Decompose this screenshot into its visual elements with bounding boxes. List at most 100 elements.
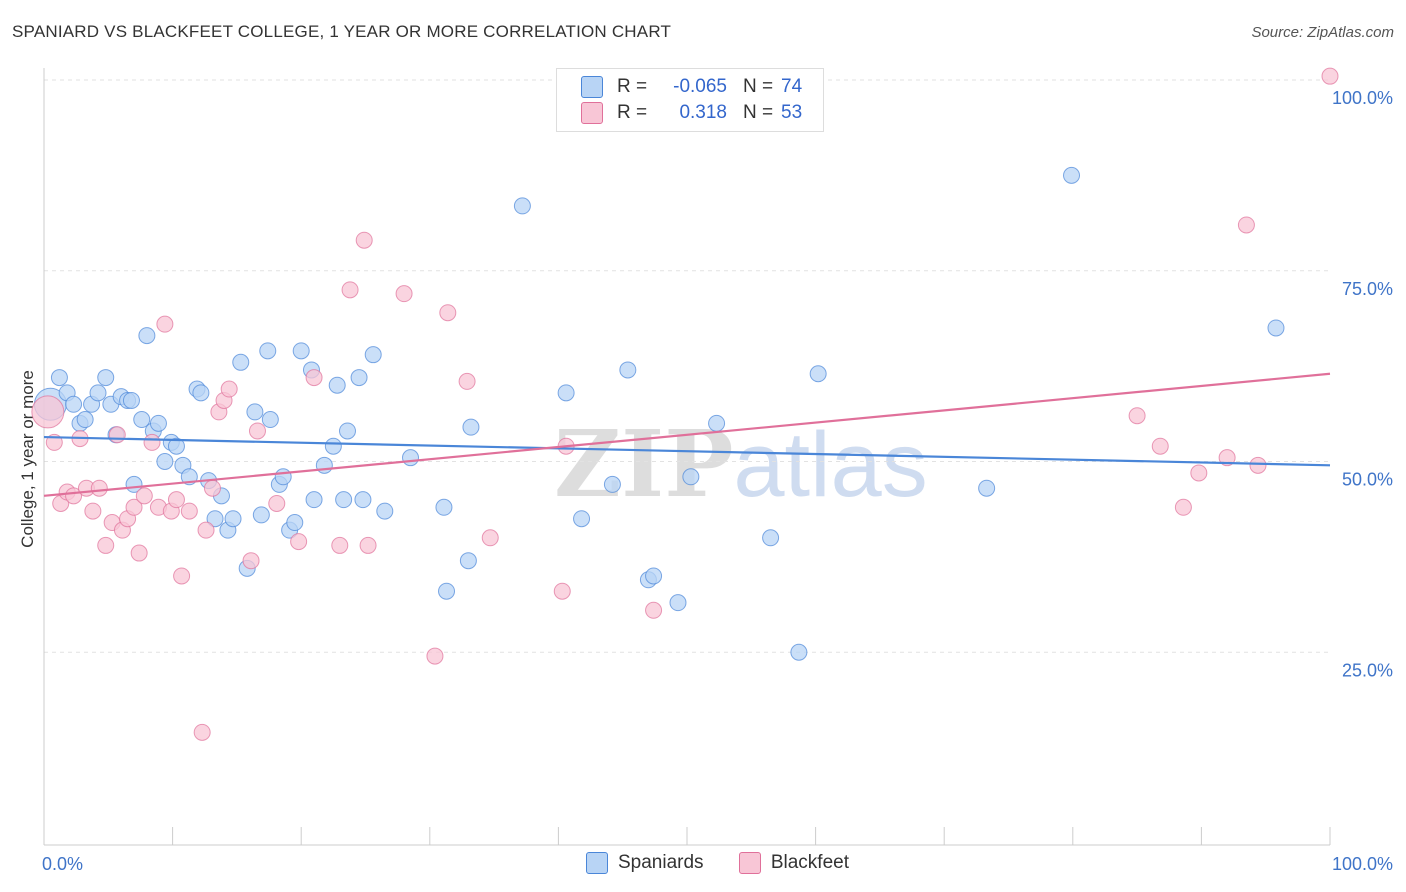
blackfeet-point bbox=[395, 285, 413, 303]
blackfeet-point bbox=[1218, 449, 1236, 467]
blackfeet-point bbox=[135, 487, 153, 505]
blackfeet-trend-line bbox=[43, 372, 1331, 497]
spaniards-point bbox=[292, 342, 310, 360]
blackfeet-point bbox=[481, 529, 499, 547]
spaniards-point bbox=[603, 475, 621, 493]
spaniards-point bbox=[459, 552, 477, 570]
blackfeet-point bbox=[242, 552, 260, 570]
blackfeet-point bbox=[90, 479, 108, 497]
spaniards-point bbox=[338, 422, 356, 440]
spaniards-point bbox=[156, 453, 174, 470]
spaniards-point bbox=[790, 643, 808, 661]
blackfeet-point bbox=[268, 494, 286, 512]
blackfeet-point bbox=[458, 372, 476, 390]
trend-lines bbox=[43, 372, 1331, 497]
watermark-atlas: atlas bbox=[733, 414, 928, 516]
spaniards-point bbox=[206, 510, 224, 528]
spaniards-point bbox=[708, 414, 726, 432]
spaniards-point bbox=[315, 456, 333, 474]
blackfeet-point bbox=[156, 315, 174, 333]
spaniards-point bbox=[619, 361, 637, 379]
blackfeet-point bbox=[180, 502, 198, 520]
legend-r-value: -0.065 bbox=[673, 76, 727, 98]
spaniards-point bbox=[364, 346, 382, 364]
blackfeet-point bbox=[1174, 498, 1192, 516]
spaniards-point bbox=[133, 411, 151, 429]
x-tick-label: 100.0% bbox=[1332, 854, 1393, 874]
spaniards-point bbox=[97, 369, 115, 387]
legend-swatch-spaniards bbox=[581, 76, 603, 98]
blackfeet-point bbox=[290, 533, 308, 551]
spaniards-point bbox=[1063, 166, 1081, 184]
spaniards-point bbox=[682, 468, 700, 486]
spaniards-point bbox=[402, 449, 420, 467]
spaniards-point bbox=[232, 353, 250, 371]
legend-item-spaniards: Spaniards bbox=[586, 852, 704, 874]
blackfeet-point bbox=[1249, 456, 1267, 474]
legend-swatch-spaniards bbox=[586, 852, 608, 874]
spaniards-point bbox=[809, 365, 827, 383]
spaniards-point bbox=[286, 514, 304, 532]
blackfeet-point bbox=[31, 395, 65, 429]
spaniards-point bbox=[978, 479, 996, 497]
blackfeet-point bbox=[143, 433, 161, 451]
chart-title: SPANIARD VS BLACKFEET COLLEGE, 1 YEAR OR… bbox=[12, 22, 672, 41]
x-tick-label: 0.0% bbox=[42, 854, 83, 874]
blackfeet-point bbox=[1237, 216, 1255, 234]
spaniards-point bbox=[50, 369, 68, 387]
legend-label-spaniards: Spaniards bbox=[618, 852, 704, 874]
blackfeet-point bbox=[341, 281, 359, 299]
y-tick-label: 100.0% bbox=[1332, 88, 1393, 108]
spaniards-point bbox=[138, 327, 156, 345]
legend-n-value: 74 bbox=[781, 76, 803, 98]
spaniards-point bbox=[259, 342, 277, 360]
data-points bbox=[31, 67, 1339, 741]
spaniards-point bbox=[669, 594, 687, 612]
legend-n-label: N = bbox=[743, 76, 774, 98]
spaniards-point bbox=[438, 582, 456, 600]
blackfeet-point bbox=[173, 567, 191, 585]
blackfeet-point bbox=[1321, 67, 1339, 85]
spaniards-point bbox=[324, 437, 342, 455]
spaniards-point bbox=[274, 468, 292, 486]
blackfeet-point bbox=[84, 502, 102, 520]
legend-r-label: R = bbox=[617, 76, 648, 98]
blackfeet-point bbox=[97, 536, 115, 554]
spaniards-point bbox=[350, 369, 368, 387]
blackfeet-point bbox=[130, 544, 148, 562]
legend-row-spaniards: R = -0.065 N = 74 bbox=[581, 76, 802, 100]
legend-item-blackfeet: Blackfeet bbox=[738, 852, 849, 874]
legend-label-blackfeet: Blackfeet bbox=[770, 852, 849, 874]
spaniards-point bbox=[252, 506, 270, 524]
blackfeet-point bbox=[359, 536, 377, 554]
spaniards-trend-line bbox=[43, 435, 1331, 467]
blackfeet-point bbox=[1190, 464, 1208, 482]
blackfeet-point bbox=[203, 479, 221, 497]
blackfeet-point bbox=[439, 304, 457, 322]
blackfeet-point bbox=[248, 422, 266, 440]
blackfeet-point bbox=[167, 491, 185, 509]
y-tick-label: 75.0% bbox=[1342, 279, 1393, 299]
spaniards-point bbox=[89, 384, 107, 402]
legend-r-label: R = bbox=[617, 102, 648, 124]
blackfeet-point bbox=[426, 647, 444, 665]
spaniards-point bbox=[435, 498, 453, 516]
spaniards-point bbox=[645, 567, 663, 585]
spaniards-point bbox=[1267, 319, 1285, 337]
blackfeet-point bbox=[1128, 407, 1146, 425]
y-tick-label: 50.0% bbox=[1342, 470, 1393, 490]
legend-n-value: 53 bbox=[781, 102, 803, 124]
legend-n-label: N = bbox=[743, 102, 774, 124]
spaniards-point bbox=[376, 502, 394, 520]
spaniards-point bbox=[167, 437, 185, 455]
axes bbox=[43, 68, 1331, 846]
spaniards-point bbox=[122, 391, 140, 409]
blackfeet-point bbox=[1151, 437, 1169, 455]
spaniards-point bbox=[76, 411, 94, 429]
legend-swatch-blackfeet bbox=[581, 102, 603, 124]
blackfeet-point bbox=[305, 369, 323, 387]
legend-r-value: 0.318 bbox=[679, 102, 727, 124]
blackfeet-point bbox=[108, 426, 126, 444]
spaniards-point bbox=[261, 411, 279, 429]
blackfeet-point bbox=[220, 380, 238, 398]
